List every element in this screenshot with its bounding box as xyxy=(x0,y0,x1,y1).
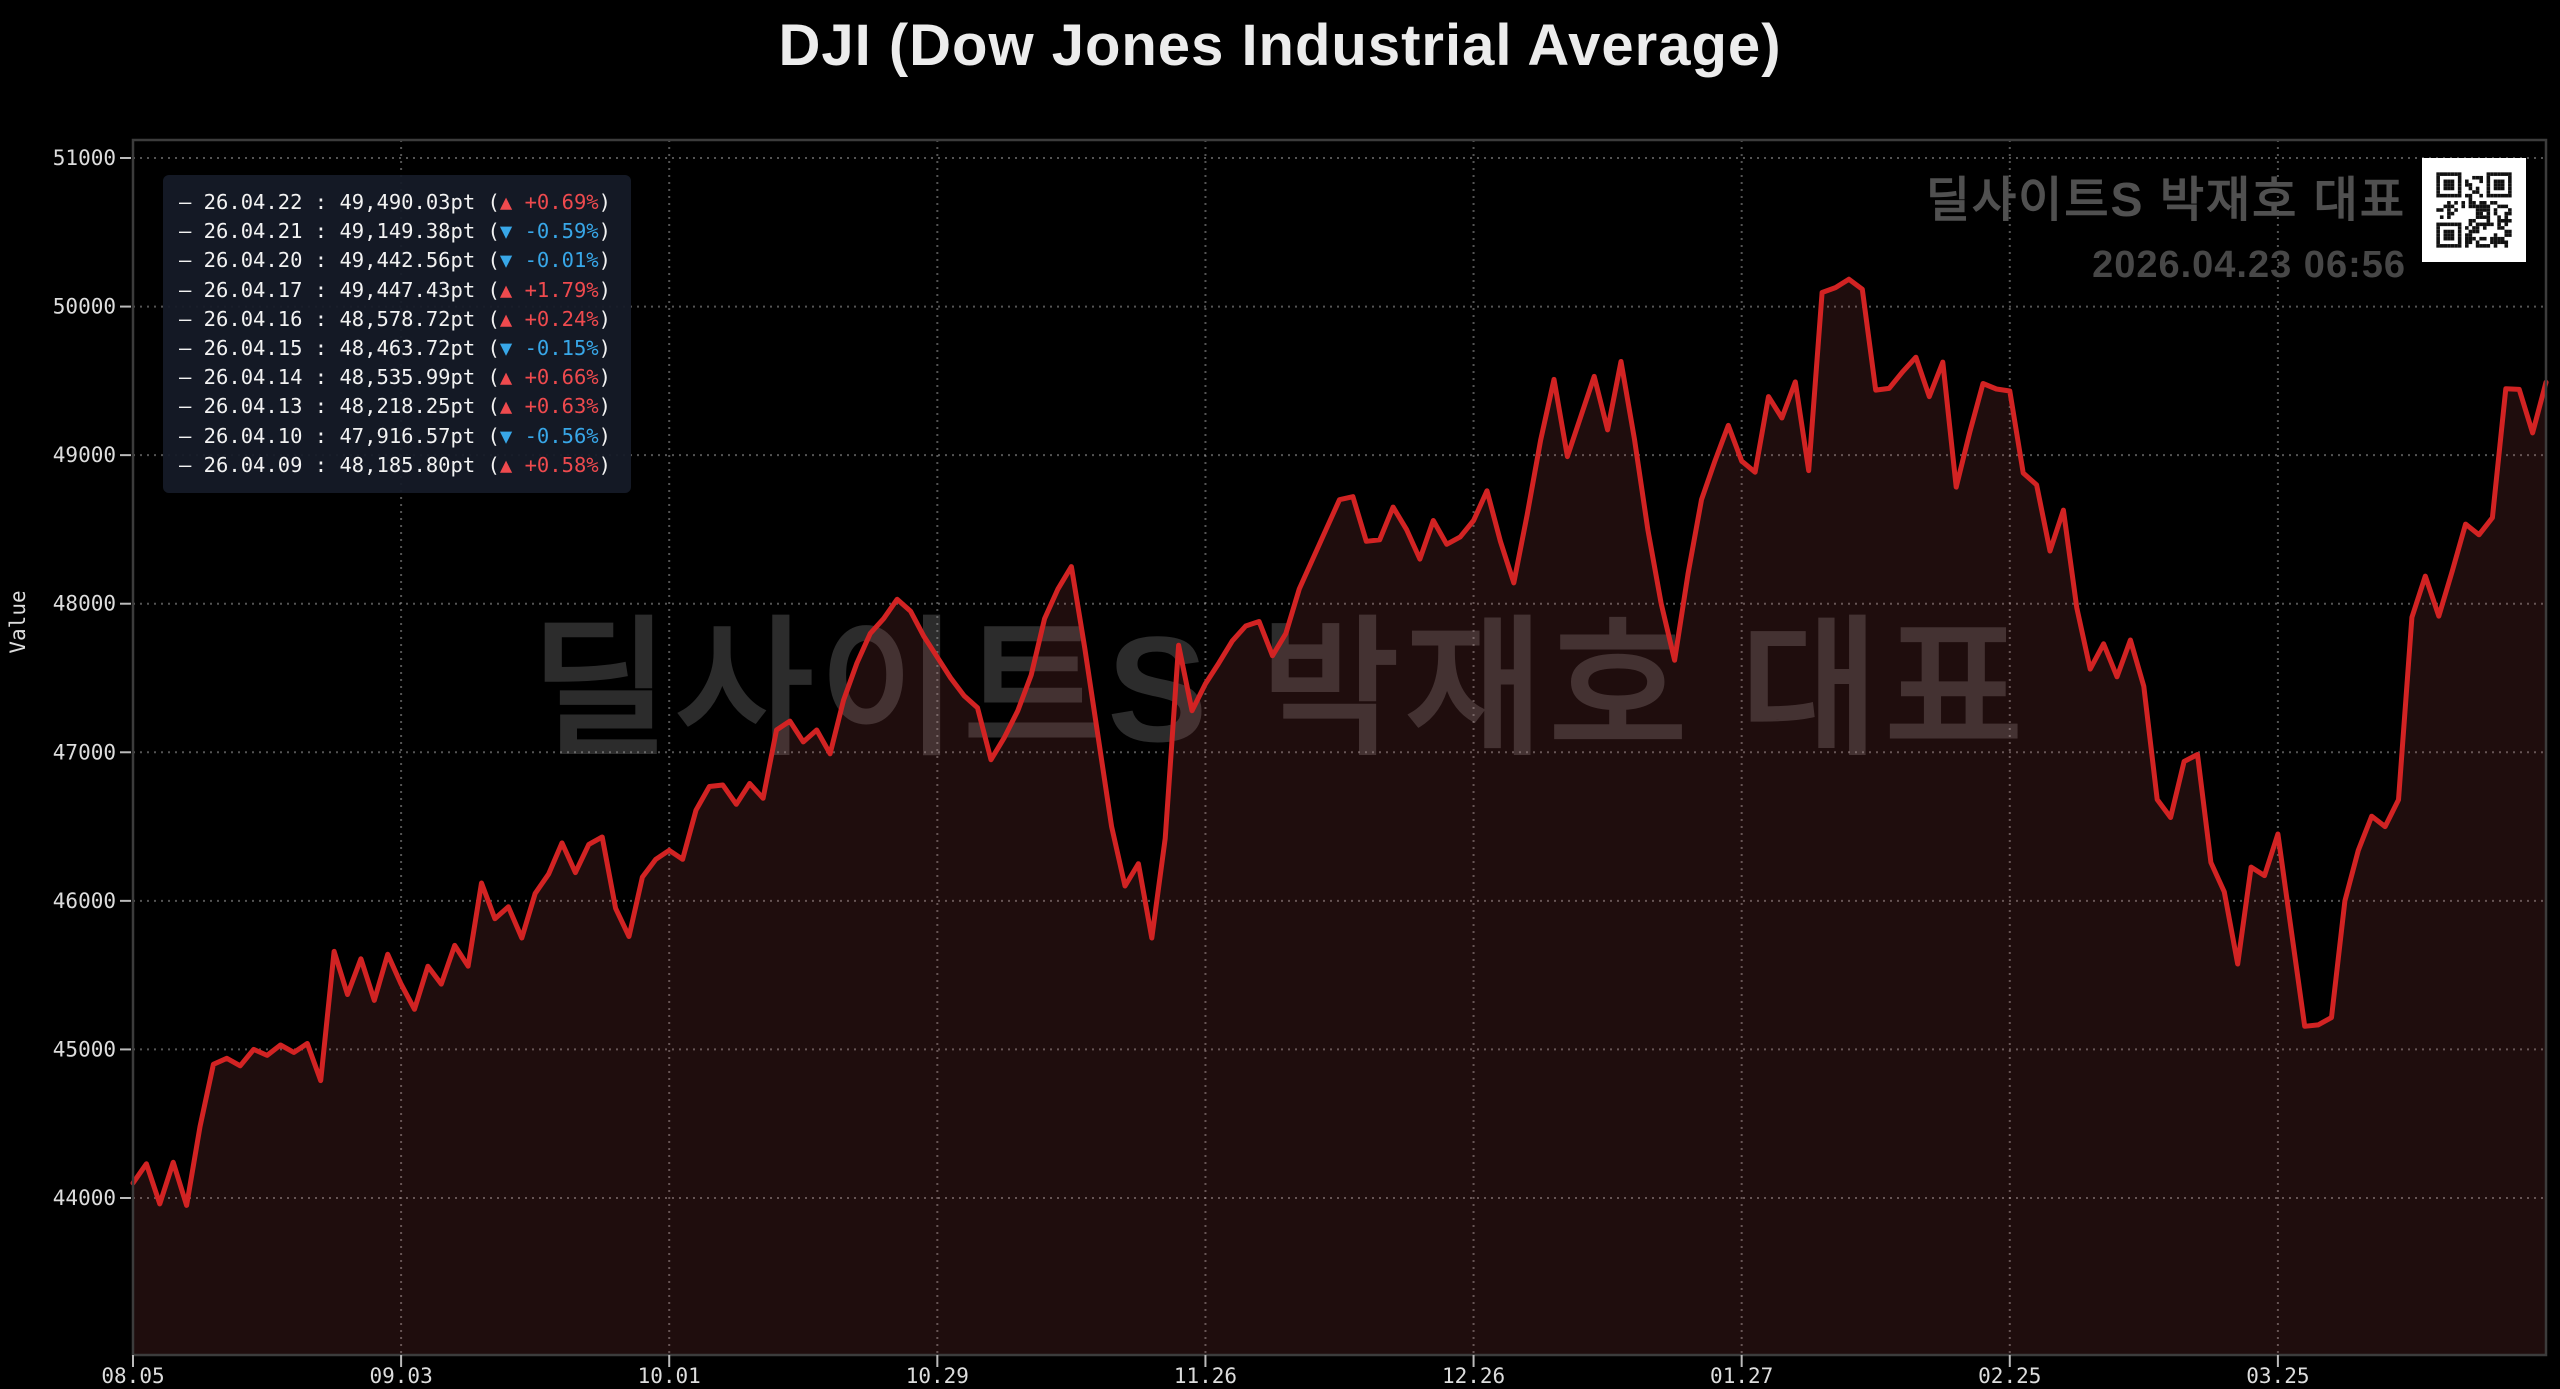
y-axis-label: Value xyxy=(6,590,30,654)
x-tick-label: 12.26 xyxy=(1442,1364,1505,1388)
legend-row: – 26.04.17 : 49,447.43pt (▲ +1.79%) xyxy=(179,277,611,302)
up-arrow-pct: ▲ +0.63% xyxy=(499,394,599,419)
axis-tick-labels: 51000 50000 49000 48000 47000 46000 45000 44000… xyxy=(53,146,2310,1388)
legend-row: – 26.04.16 : 48,578.72pt (▲ +0.24%) xyxy=(179,306,611,331)
area-fill xyxy=(133,279,2546,1356)
legend-row: – 26.04.10 : 47,916.57pt (▼ -0.56%) xyxy=(179,423,611,448)
up-arrow-pct: ▲ +0.24% xyxy=(499,306,599,331)
legend-row: – 26.04.14 : 48,535.99pt (▲ +0.66%) xyxy=(179,365,611,390)
legend-panel: – 26.04.22 : 49,490.03pt (▲ +0.69%) – 26.… xyxy=(163,175,631,494)
y-tick-label: 48000 xyxy=(53,592,116,616)
x-tick-label: 10.01 xyxy=(638,1364,701,1388)
page-title: DJI (Dow Jones Industrial Average) xyxy=(778,13,1782,78)
legend-row: – 26.04.20 : 49,442.56pt (▼ -0.01%) xyxy=(179,248,611,273)
down-arrow-pct: ▼ -0.59% xyxy=(499,219,599,244)
gridlines xyxy=(132,140,2546,1355)
price-line xyxy=(130,276,2549,1208)
up-arrow-pct: ▲ +0.69% xyxy=(499,190,599,214)
x-tick-label: 01.27 xyxy=(1710,1364,1773,1388)
x-tick-label: 10.29 xyxy=(906,1364,969,1388)
up-arrow-pct: ▲ +1.79% xyxy=(499,277,599,302)
x-tick-label: 03.25 xyxy=(2246,1364,2309,1388)
y-tick-label: 50000 xyxy=(53,295,116,319)
brand-watermark: 딜사이트S 박재호 대표 xyxy=(1925,174,2406,227)
x-tick-label: 02.25 xyxy=(1978,1364,2041,1388)
down-arrow-pct: ▼ -0.56% xyxy=(499,423,599,448)
up-arrow-pct: ▲ +0.58% xyxy=(499,452,599,477)
legend-row: – 26.04.13 : 48,218.25pt (▲ +0.63%) xyxy=(179,394,611,419)
y-tick-label: 47000 xyxy=(53,740,116,764)
x-tick-label: 08.05 xyxy=(101,1364,164,1388)
legend-row: – 26.04.21 : 49,149.38pt (▼ -0.59%) xyxy=(179,219,611,244)
timestamp: 2026.04.23 06:56 xyxy=(2092,244,2406,286)
legend-row: – 26.04.15 : 48,463.72pt (▼ -0.15%) xyxy=(179,336,611,361)
axes xyxy=(120,138,2548,1367)
center-watermark: 딜사이트S 박재호 대표 xyxy=(0,568,2560,785)
legend-row: – 26.04.09 : 48,185.80pt (▲ +0.58%) xyxy=(179,452,611,477)
x-tick-label: 09.03 xyxy=(370,1364,433,1388)
legend-row: – 26.04.22 : 49,490.03pt (▲ +0.69%) xyxy=(179,190,611,214)
y-tick-label: 49000 xyxy=(53,443,116,467)
y-tick-label: 51000 xyxy=(53,146,116,170)
top-right-watermark: 딜사이트S 박재호 대표 2026.04.23 06:56 xyxy=(1926,160,2406,287)
y-tick-label: 44000 xyxy=(53,1186,116,1210)
down-arrow-pct: ▼ -0.01% xyxy=(499,248,599,273)
x-tick-label: 11.26 xyxy=(1174,1364,1237,1388)
y-tick-label: 46000 xyxy=(53,889,116,913)
up-arrow-pct: ▲ +0.66% xyxy=(499,365,599,390)
qr-code xyxy=(2422,158,2526,262)
down-arrow-pct: ▼ -0.15% xyxy=(499,336,599,361)
y-tick-label: 45000 xyxy=(53,1037,116,1061)
